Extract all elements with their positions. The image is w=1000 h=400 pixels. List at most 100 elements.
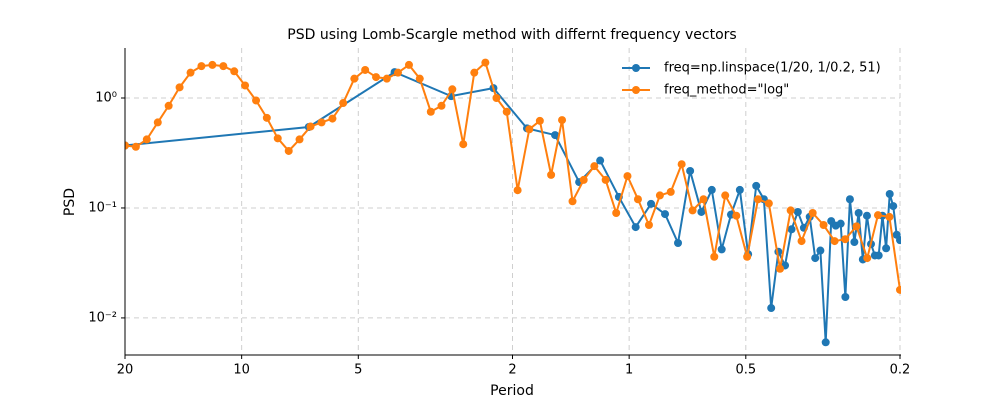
point bbox=[459, 140, 468, 149]
point bbox=[633, 195, 642, 204]
point bbox=[558, 116, 567, 125]
point bbox=[551, 131, 560, 140]
point bbox=[710, 252, 719, 261]
point bbox=[372, 73, 381, 82]
point bbox=[393, 68, 402, 77]
point bbox=[874, 251, 883, 260]
point bbox=[797, 237, 806, 246]
point bbox=[197, 62, 206, 71]
x-axis-label: Period bbox=[490, 383, 534, 399]
point bbox=[262, 113, 271, 122]
point bbox=[882, 244, 891, 253]
legend-marker bbox=[632, 64, 640, 72]
point bbox=[896, 285, 901, 294]
point bbox=[852, 222, 861, 231]
point bbox=[647, 199, 656, 208]
point bbox=[295, 135, 304, 144]
point bbox=[208, 60, 217, 69]
point bbox=[674, 239, 683, 248]
legend-label: freq=np.linspace(1/20, 1/0.2, 51) bbox=[664, 61, 881, 76]
point bbox=[666, 187, 675, 196]
point bbox=[175, 83, 184, 92]
point bbox=[623, 172, 632, 181]
point bbox=[131, 142, 140, 151]
point bbox=[219, 62, 228, 71]
point bbox=[686, 166, 695, 175]
point bbox=[707, 185, 716, 194]
legend-marker bbox=[632, 86, 640, 94]
point bbox=[717, 245, 726, 254]
point bbox=[513, 186, 522, 195]
point bbox=[631, 223, 640, 232]
point bbox=[601, 175, 610, 184]
point bbox=[153, 118, 162, 127]
point bbox=[688, 206, 697, 215]
point bbox=[787, 225, 796, 234]
point bbox=[896, 236, 901, 245]
point bbox=[793, 207, 802, 216]
point bbox=[361, 65, 370, 74]
point bbox=[568, 197, 577, 206]
point bbox=[306, 122, 315, 131]
y-axis-label: PSD bbox=[62, 188, 78, 216]
point bbox=[339, 99, 348, 108]
point bbox=[328, 114, 337, 123]
point bbox=[885, 212, 894, 221]
point bbox=[612, 208, 621, 217]
point bbox=[590, 162, 599, 171]
point bbox=[470, 68, 479, 77]
point bbox=[437, 101, 446, 110]
point bbox=[854, 208, 863, 217]
x-tick-label: 20 bbox=[117, 363, 134, 378]
point bbox=[164, 101, 173, 110]
point bbox=[830, 237, 839, 246]
legend: freq=np.linspace(1/20, 1/0.2, 51) freq_me… bbox=[622, 61, 881, 98]
point bbox=[317, 118, 326, 127]
point bbox=[350, 74, 359, 83]
y-tick-label: 10⁻¹ bbox=[88, 200, 117, 215]
x-tick-label: 2 bbox=[508, 363, 516, 378]
point bbox=[547, 170, 556, 179]
y-tick-label: 10⁰ bbox=[95, 91, 117, 106]
point bbox=[241, 81, 250, 90]
point bbox=[841, 292, 850, 301]
point bbox=[448, 85, 457, 94]
point bbox=[808, 208, 817, 217]
point bbox=[697, 207, 706, 216]
point bbox=[677, 160, 686, 169]
point bbox=[735, 185, 744, 194]
point bbox=[885, 189, 894, 198]
point bbox=[426, 107, 435, 116]
point bbox=[863, 254, 872, 263]
y-tick-label: 10⁻² bbox=[88, 310, 117, 325]
point bbox=[535, 116, 544, 125]
point bbox=[862, 211, 871, 220]
point bbox=[142, 135, 151, 144]
point bbox=[836, 219, 845, 228]
point bbox=[230, 67, 239, 76]
point bbox=[850, 238, 859, 247]
point bbox=[596, 156, 605, 165]
point bbox=[502, 107, 511, 116]
point bbox=[743, 252, 752, 261]
legend-label: freq_method="log" bbox=[664, 83, 789, 98]
point bbox=[655, 191, 664, 200]
x-tick-label: 0.5 bbox=[735, 363, 756, 378]
point bbox=[252, 96, 261, 105]
point bbox=[841, 235, 850, 244]
point bbox=[767, 304, 776, 313]
x-tick-label: 1 bbox=[625, 363, 633, 378]
point bbox=[732, 211, 741, 220]
x-tick-label: 0.2 bbox=[890, 363, 911, 378]
point bbox=[644, 220, 653, 229]
point bbox=[186, 68, 195, 77]
x-tick-label: 5 bbox=[354, 363, 362, 378]
plot-area bbox=[125, 58, 901, 347]
point bbox=[284, 146, 293, 155]
point bbox=[382, 74, 391, 83]
point bbox=[764, 199, 773, 208]
point bbox=[492, 94, 501, 103]
point bbox=[819, 220, 828, 229]
